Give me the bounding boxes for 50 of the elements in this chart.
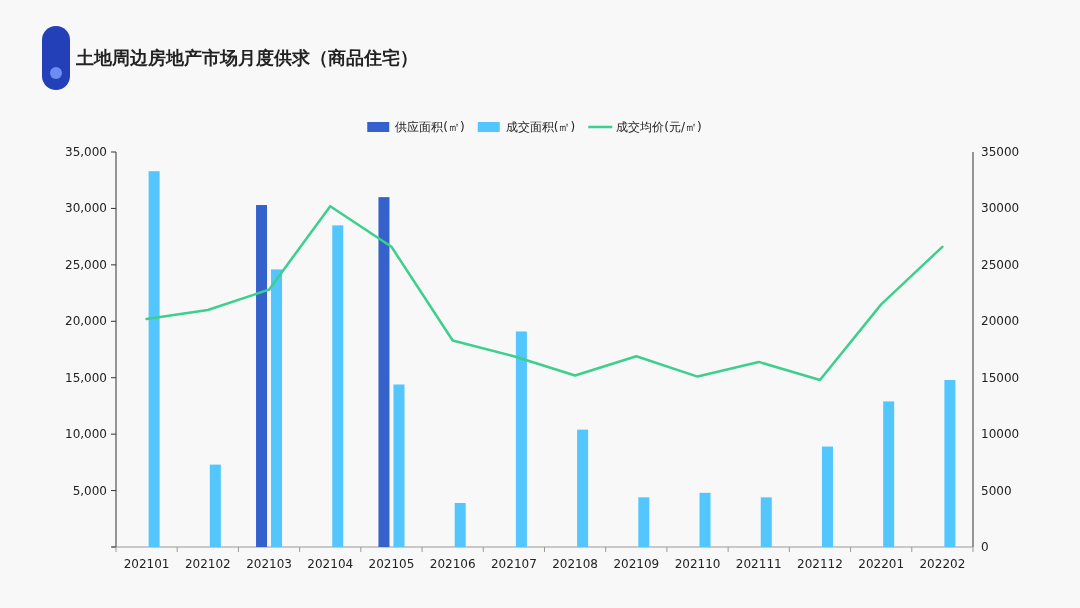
- x-tick-label: 202102: [184, 557, 231, 571]
- x-tick-label: 202108: [552, 557, 599, 571]
- x-tick-label: 202111: [735, 557, 782, 571]
- bar: [332, 225, 344, 547]
- bar: [699, 492, 711, 547]
- bar: [821, 446, 833, 547]
- bar: [271, 269, 283, 547]
- y-tick-label: 35,000: [65, 145, 107, 159]
- bar: [577, 429, 589, 547]
- bar: [256, 205, 268, 547]
- legend-label: 供应面积(㎡): [395, 120, 465, 134]
- line-series: [145, 204, 944, 382]
- x-tick-label: 202201: [858, 557, 905, 571]
- bar: [515, 331, 527, 547]
- y2-tick-label: 20000: [981, 314, 1020, 329]
- bar: [944, 379, 956, 547]
- y2-tick-label: 25000: [981, 257, 1020, 272]
- y-tick-label: 25,000: [65, 257, 107, 272]
- x-tick-label: 202103: [246, 557, 292, 571]
- chart-title: 土地周边房地产市场月度供求（商品住宅）: [75, 47, 418, 68]
- x-tick-label: 202107: [490, 557, 537, 571]
- y2-tick-label: 10000: [981, 427, 1020, 442]
- x-tick-label: 202202: [919, 557, 966, 571]
- x-tick-label: 202109: [613, 557, 660, 571]
- legend-label: 成交面积(㎡): [505, 120, 576, 134]
- x-tick-label: 202104: [307, 557, 354, 571]
- y-tick-label: 5,000: [72, 483, 107, 498]
- x-tick-label: 202105: [368, 557, 415, 571]
- y2-tick-label: 5000: [981, 483, 1012, 498]
- y-tick-label: 20,000: [65, 314, 107, 329]
- bar: [760, 497, 772, 547]
- bar: [148, 171, 160, 547]
- y-tick-label: 30,000: [65, 201, 107, 216]
- y2-tick-label: 15000: [981, 370, 1020, 385]
- y-tick-label: 10,000: [65, 427, 107, 442]
- x-tick-label: 202106: [429, 557, 476, 571]
- y2-tick-label: 30000: [981, 201, 1020, 216]
- x-tick-label: 202101: [123, 557, 170, 571]
- legend-label: 成交均价(元/㎡): [616, 120, 702, 134]
- bar: [883, 401, 895, 547]
- x-tick-label: 202112: [797, 557, 843, 571]
- y2-tick-label: 0: [981, 540, 989, 554]
- bar: [638, 497, 650, 547]
- y-tick-label: 15,000: [65, 370, 107, 385]
- x-tick-label: 202110: [674, 557, 721, 571]
- bar: [378, 197, 390, 547]
- bar: [393, 384, 405, 547]
- y2-tick-label: 35000: [981, 145, 1020, 159]
- bar: [209, 464, 221, 547]
- bar: [454, 502, 466, 547]
